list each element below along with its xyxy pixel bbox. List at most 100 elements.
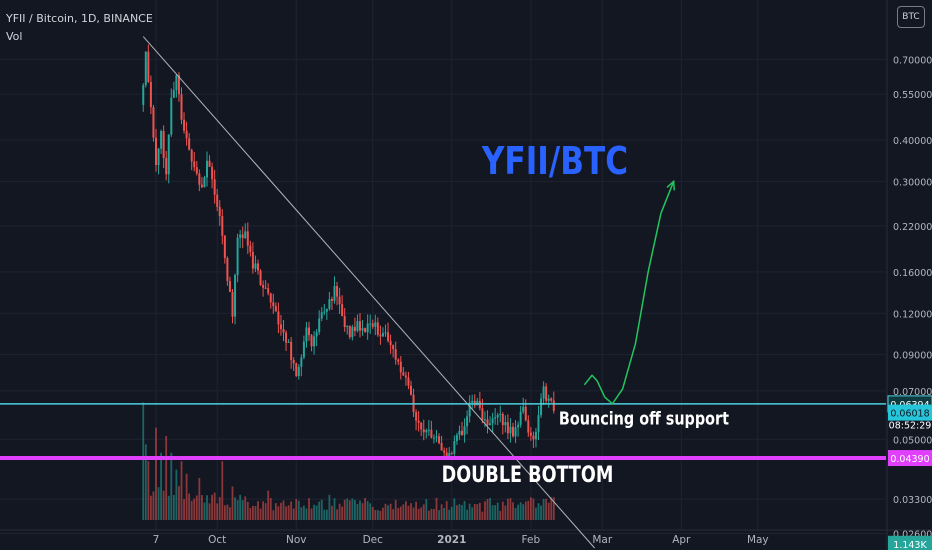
candle-body (524, 406, 527, 421)
candle-body (371, 323, 374, 327)
volume-bar (297, 500, 300, 520)
candle-body (300, 357, 303, 367)
candle-body (545, 386, 548, 401)
volume-bar (405, 501, 407, 520)
candle-body (239, 234, 242, 238)
volume-bar (545, 498, 548, 520)
candle-body (540, 398, 543, 416)
volume-bar (456, 505, 458, 520)
candle-body (180, 94, 183, 120)
volume-bar (229, 507, 231, 520)
candle-body (529, 432, 532, 436)
descending-trendline[interactable] (142, 36, 595, 549)
candle-body (346, 325, 349, 328)
candle-body (455, 435, 458, 442)
volume-bar (420, 507, 423, 520)
volume-bar (313, 504, 315, 520)
volume-bar (287, 505, 290, 520)
volume-bar (361, 503, 364, 520)
volume-bar (180, 461, 183, 520)
candle-body (172, 90, 175, 98)
candle-body (160, 131, 163, 149)
candle-body (279, 324, 282, 330)
volume-bar (201, 495, 203, 520)
candle-body (532, 435, 535, 440)
volume-bar (351, 498, 354, 520)
candle-body (443, 450, 446, 453)
x-tick-label: Dec (363, 534, 384, 546)
double-bottom-annotation: DOUBLE BOTTOM (442, 462, 614, 487)
volume-bar (417, 508, 420, 520)
volume-bar (343, 499, 346, 520)
volume-bar (290, 501, 293, 520)
candle-body (285, 332, 288, 343)
candle-body (190, 149, 193, 162)
volume-bar (514, 507, 517, 520)
candle-body (147, 51, 150, 82)
candle-body (432, 437, 435, 439)
candle-body (149, 81, 152, 108)
volume-bar (303, 505, 305, 520)
candle-body (308, 327, 310, 336)
volume-bar (382, 507, 384, 520)
candle-body (297, 366, 300, 376)
y-tick-label: 0.07000 (893, 387, 932, 398)
candle-body (246, 231, 249, 246)
candle-body (274, 306, 277, 312)
candle-body (290, 341, 293, 360)
volume-bar (463, 501, 466, 520)
candle-body (211, 166, 214, 180)
volume-bar (466, 509, 468, 520)
candle-body (471, 400, 474, 403)
candle-body (313, 336, 316, 347)
candle-body (366, 323, 369, 333)
candle-body (257, 263, 259, 271)
candle-body (231, 291, 234, 317)
volume-bar (147, 461, 150, 520)
candle-body (236, 237, 239, 275)
x-tick-label: Mar (592, 534, 612, 546)
candle-body (499, 413, 502, 415)
x-tick-label: 7 (153, 534, 160, 546)
volume-bar (489, 498, 491, 520)
volume-indicator-label[interactable]: Vol (6, 30, 23, 43)
candle-body (491, 418, 494, 424)
volume-bar (486, 499, 489, 520)
volume-bar (356, 503, 359, 520)
candle-body (310, 335, 313, 347)
currency-badge[interactable]: BTC (897, 6, 925, 28)
candle-body (259, 270, 262, 285)
candle-body (165, 158, 168, 175)
volume-bar (412, 507, 415, 520)
candle-body (430, 429, 433, 438)
volume-bar (359, 500, 361, 520)
candle-body (315, 332, 318, 337)
volume-bar (172, 494, 175, 520)
candle-body (152, 107, 155, 138)
candle-body (188, 138, 191, 150)
candle-body (353, 326, 356, 331)
volume-bar (494, 505, 497, 520)
projection-path[interactable] (583, 181, 675, 405)
candle-body (501, 413, 504, 426)
candle-body (228, 281, 231, 292)
candle-body (287, 341, 290, 343)
candle-body (251, 251, 254, 269)
volume-bar (315, 505, 318, 520)
x-tick-label: Oct (208, 534, 226, 546)
candle-body (162, 131, 165, 159)
volume-bar (524, 501, 527, 520)
volume-bar (241, 500, 244, 520)
candle-body (379, 334, 382, 337)
candle-body (262, 284, 265, 288)
candle-body (203, 177, 206, 188)
candle-body (272, 302, 275, 307)
candle-body (461, 430, 463, 435)
volume-bar (165, 436, 168, 520)
volume-bar (274, 503, 277, 520)
volume-bar (458, 504, 461, 520)
volume-bar (323, 509, 326, 520)
y-tick-label: 0.09000 (893, 351, 932, 362)
